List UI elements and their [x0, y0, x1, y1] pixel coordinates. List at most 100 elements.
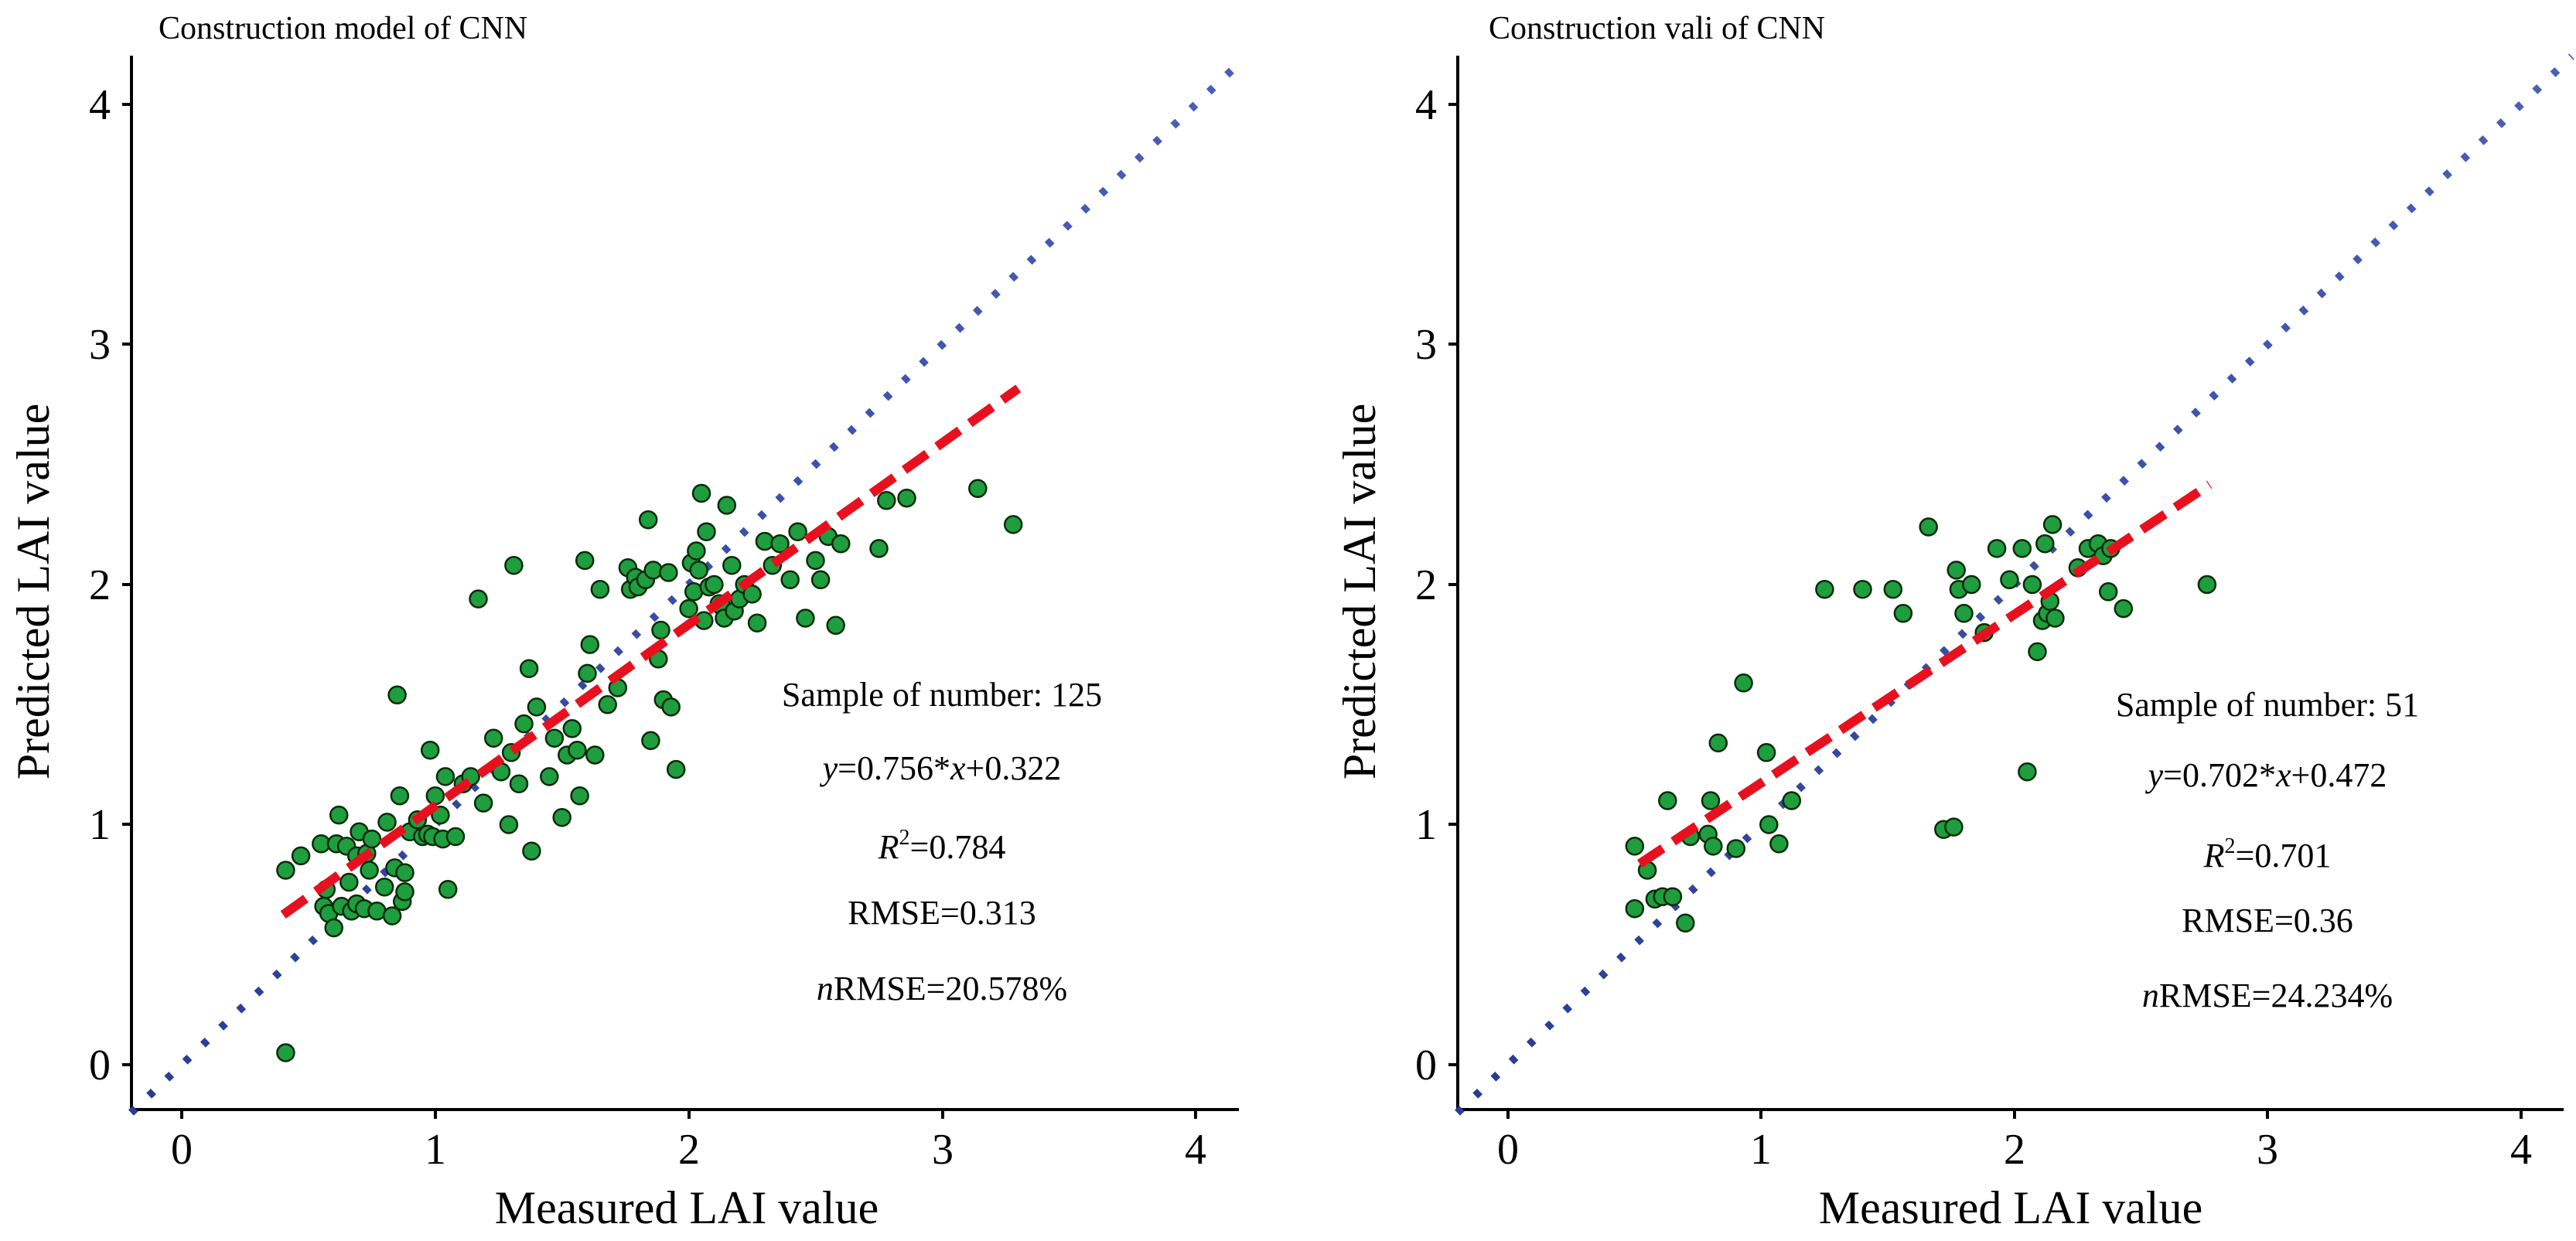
chart-panel-model: Construction model of CNN 0 1 2 3 4 0 1 … [8, 11, 1239, 1233]
y-tick-label: 4 [89, 81, 111, 129]
regression-equation: y=0.756*x+0.322 [820, 749, 1062, 787]
data-point [504, 555, 524, 575]
data-point [339, 872, 359, 892]
data-point [390, 786, 410, 806]
data-point [643, 561, 663, 580]
data-point [1726, 839, 1746, 858]
data-point [1962, 574, 1981, 595]
x-tick-label: 1 [425, 1126, 446, 1174]
y-axis-ticks: 0 1 2 3 4 [89, 81, 131, 1089]
data-point [395, 863, 415, 882]
r-squared: R2=0.701 [2203, 834, 2332, 874]
data-point [276, 1043, 295, 1062]
data-point [1708, 733, 1728, 753]
data-point [578, 663, 597, 684]
data-point [519, 659, 539, 678]
data-point [1954, 604, 1974, 623]
nrmse: nRMSE=20.578% [817, 970, 1067, 1007]
data-point [499, 815, 519, 834]
data-point [651, 620, 670, 640]
y-tick-label: 0 [89, 1042, 111, 1089]
data-points [1625, 515, 2217, 933]
data-point [562, 719, 582, 738]
data-point [780, 570, 800, 590]
data-point [2042, 515, 2063, 534]
chart-panel-validation: Construction vali of CNN 0 1 2 3 4 0 1 2… [1334, 11, 2574, 1233]
data-point [666, 759, 686, 779]
r-squared: R2=0.784 [878, 826, 1006, 866]
data-point [483, 728, 503, 748]
sample-count: Sample of number: 125 [782, 676, 1102, 714]
data-point [2045, 609, 2065, 628]
data-point [661, 697, 681, 717]
data-point [742, 585, 762, 604]
data-point [877, 491, 896, 510]
data-point [2018, 762, 2037, 782]
data-point [552, 807, 571, 827]
data-point [575, 551, 595, 571]
data-point [420, 740, 440, 760]
data-point [1987, 539, 2007, 558]
data-point [382, 906, 402, 926]
data-point [509, 774, 529, 793]
data-point [522, 841, 541, 861]
data-point [1759, 815, 1779, 834]
data-point [544, 728, 565, 748]
data-point [679, 598, 698, 619]
data-point [568, 740, 587, 760]
data-point [755, 531, 775, 551]
data-point [2012, 539, 2032, 558]
data-point [717, 496, 737, 515]
regression-fit-line [1636, 480, 2213, 868]
data-point [377, 813, 397, 832]
x-tick-label: 3 [932, 1126, 954, 1174]
data-point [1893, 604, 1913, 623]
data-point [1676, 913, 1695, 933]
data-point [2098, 582, 2118, 602]
y-tick-label: 3 [1415, 321, 1437, 369]
x-tick-label: 4 [2510, 1126, 2532, 1174]
data-point [395, 882, 415, 902]
y-tick-label: 1 [1415, 801, 1437, 849]
data-point [659, 563, 678, 582]
data-point [826, 615, 845, 636]
chart-title: Construction model of CNN [159, 11, 527, 46]
stats-box: Sample of number: 51 y=0.702*x+0.472 R2=… [2116, 686, 2419, 1014]
data-point [796, 609, 815, 628]
data-point [2000, 570, 2019, 590]
data-point [590, 579, 610, 599]
data-point [968, 479, 988, 499]
rmse: RMSE=0.36 [2182, 902, 2353, 939]
data-point [722, 555, 742, 575]
rmse: RMSE=0.313 [848, 894, 1036, 932]
data-point [1883, 579, 1903, 599]
data-point [276, 861, 295, 880]
data-point [570, 786, 589, 806]
data-point [1782, 791, 1802, 810]
data-point [810, 570, 831, 590]
data-point [689, 561, 708, 580]
data-point [1944, 817, 1964, 837]
data-point [445, 827, 466, 847]
data-point [691, 483, 711, 503]
data-point [747, 613, 767, 632]
x-axis-ticks: 0 1 2 3 4 [1497, 1110, 2532, 1174]
data-point [374, 877, 394, 897]
x-axis-label: Measured LAI value [495, 1182, 879, 1233]
data-point [469, 589, 488, 609]
y-tick-label: 2 [1415, 561, 1437, 609]
data-point [329, 805, 349, 825]
data-point [2197, 574, 2217, 595]
y-tick-label: 4 [1415, 81, 1437, 129]
regression-fit-line [280, 384, 1022, 919]
data-point [324, 918, 343, 938]
x-tick-label: 1 [1750, 1126, 1772, 1174]
data-point [527, 697, 547, 717]
data-point [1003, 515, 1023, 534]
data-point [1663, 887, 1683, 906]
data-point [362, 829, 382, 849]
data-point [435, 767, 455, 786]
data-point [1853, 579, 1872, 599]
data-points [276, 479, 1023, 1062]
